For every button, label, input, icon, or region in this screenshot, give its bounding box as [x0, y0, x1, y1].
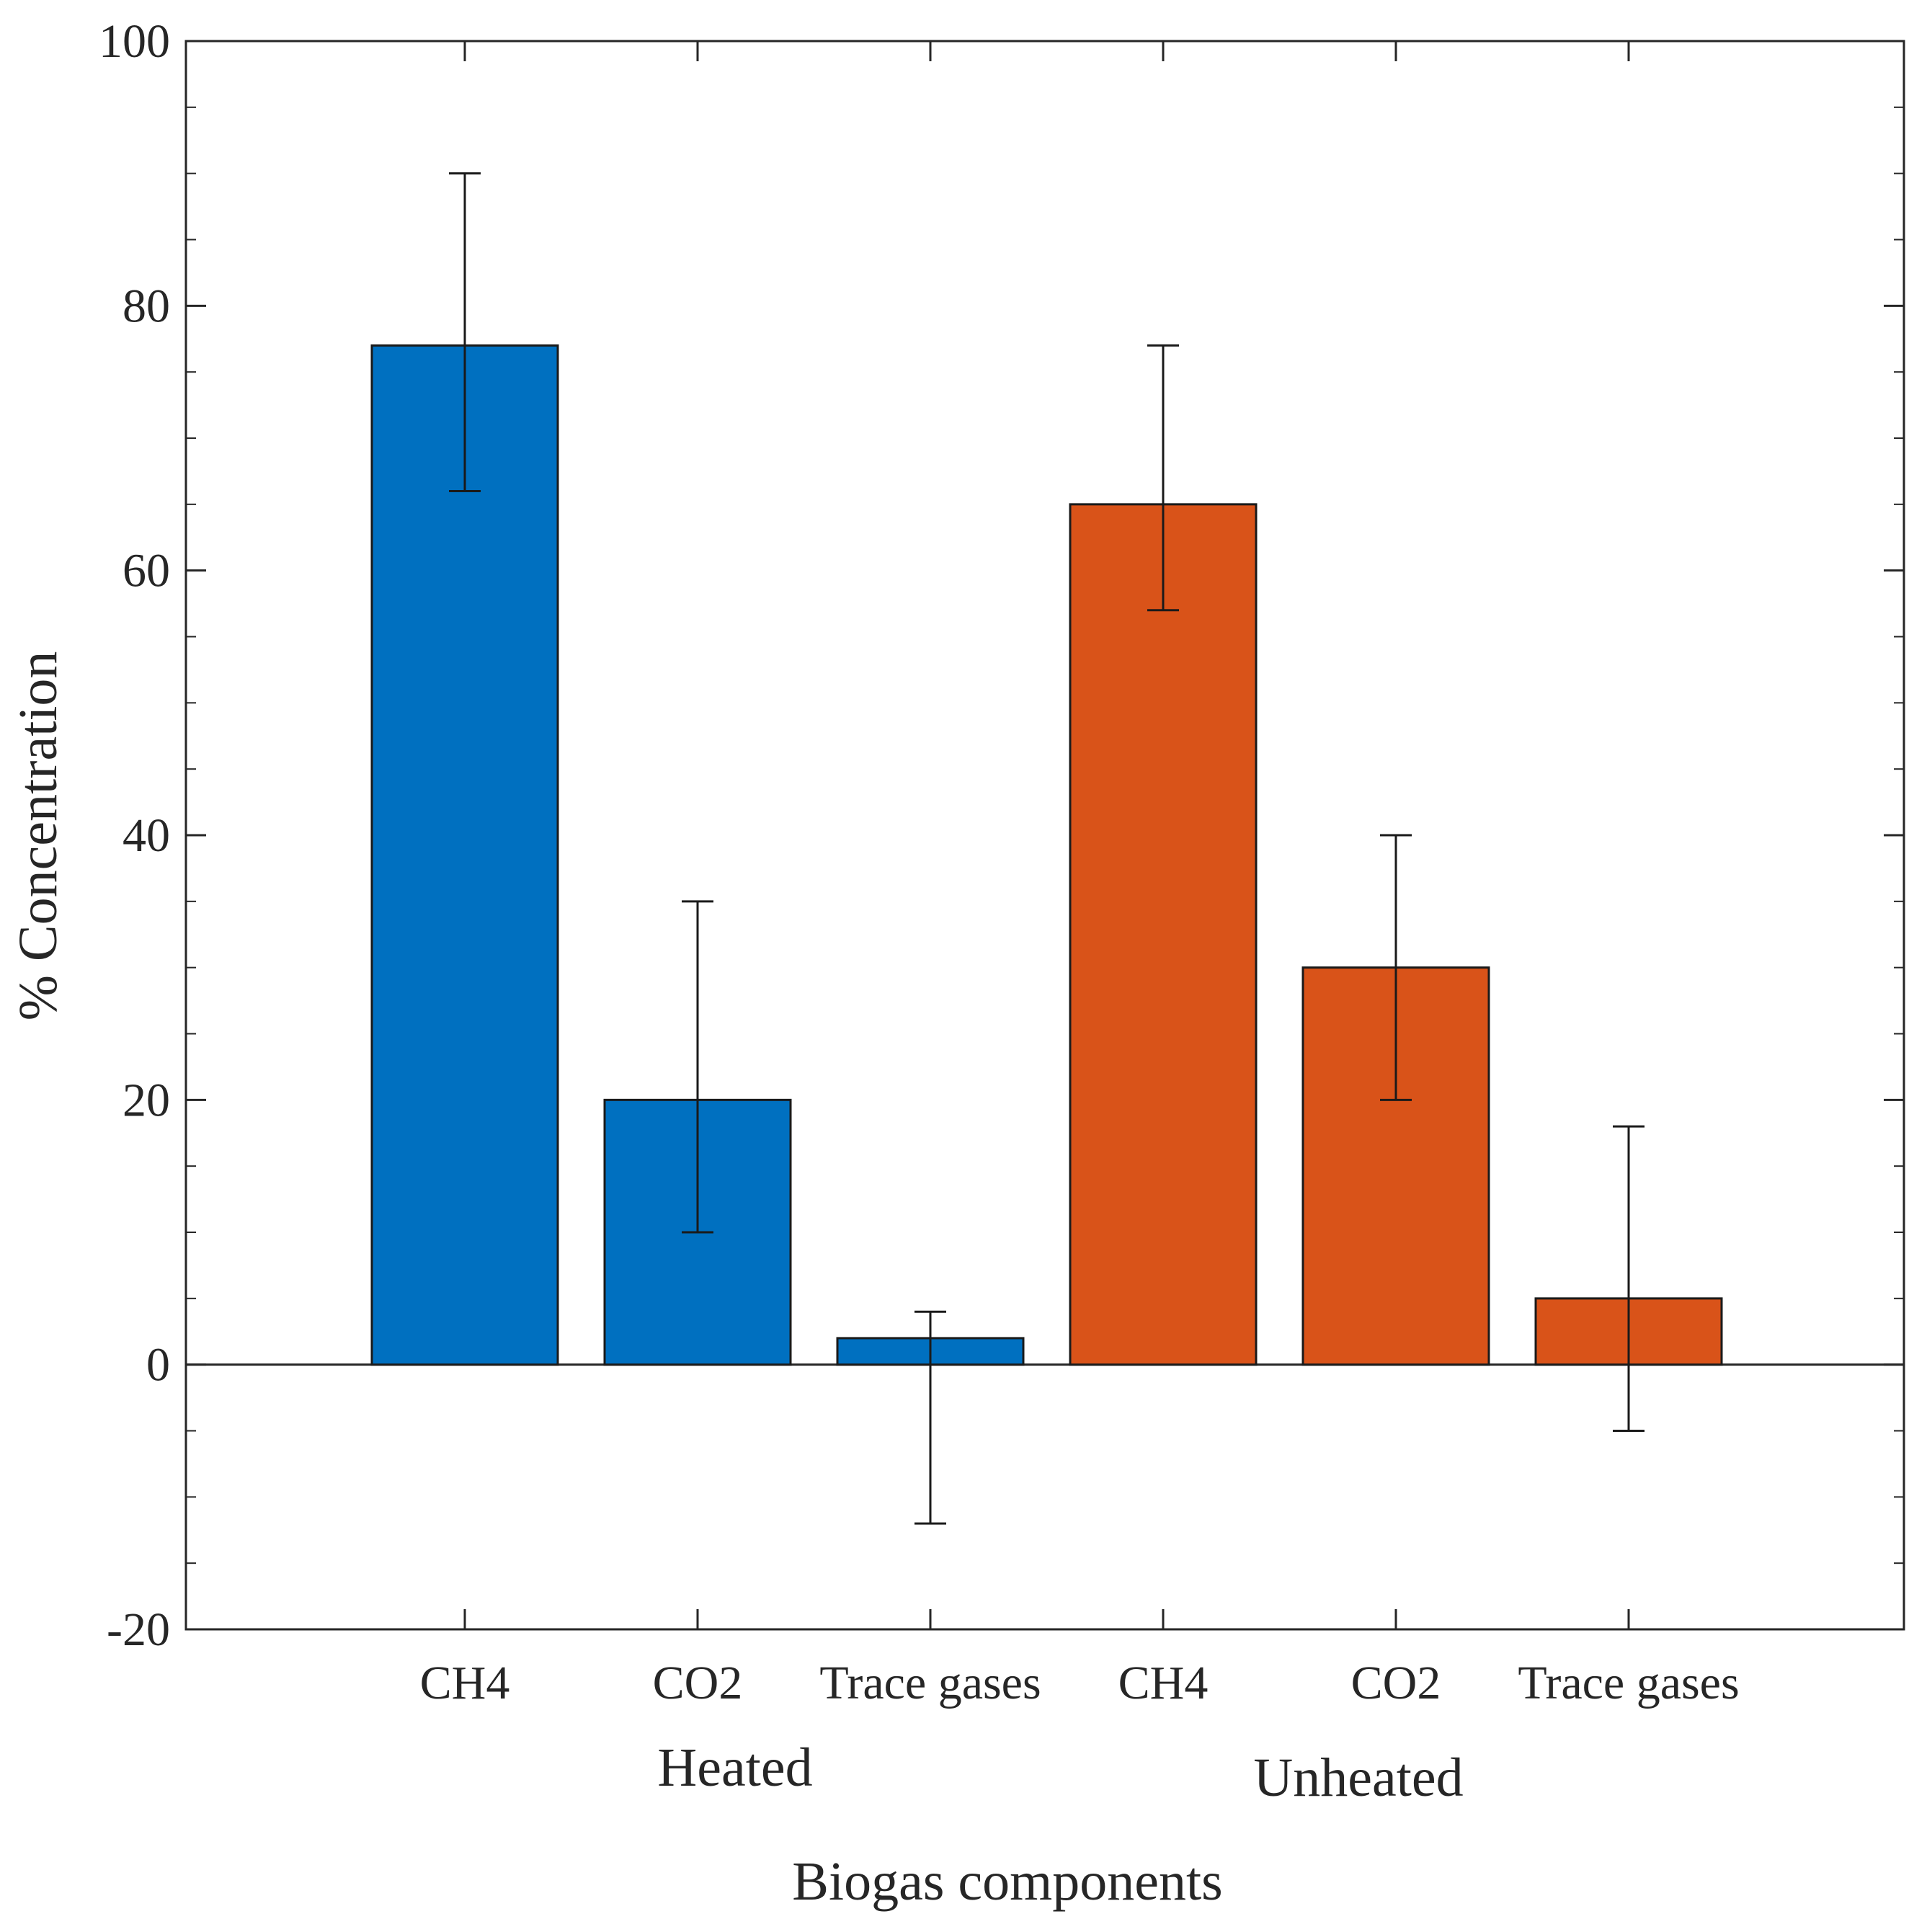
x-category-labels: CH4 CO2 Trace gases CH4 CO2 Trace gases	[420, 1657, 1740, 1709]
group-label-unheated: Unheated	[1253, 1748, 1463, 1808]
y-tick-label: 60	[123, 545, 170, 597]
error-bars	[449, 172, 1645, 1525]
major-ticks	[186, 40, 1904, 1631]
x-category-label: CO2	[653, 1657, 743, 1709]
bar-unheated-co2	[1301, 966, 1490, 1366]
bar-heated-ch4	[370, 344, 559, 1366]
x-category-label: Trace gases	[1518, 1657, 1739, 1709]
x-category-label: Trace gases	[819, 1657, 1041, 1709]
y-axis-title: % Concentration	[8, 651, 68, 1021]
bars	[370, 344, 1723, 1366]
y-tick-label: 40	[123, 809, 170, 862]
group-label-heated: Heated	[657, 1737, 812, 1798]
y-tick-label: 80	[123, 280, 170, 332]
bar-unheated-ch4	[1069, 503, 1258, 1366]
x-axis-title: Biogas components	[792, 1851, 1222, 1912]
y-tick-label: 100	[99, 15, 170, 68]
y-tick-label: 0	[146, 1339, 170, 1392]
x-category-label: CH4	[1118, 1657, 1209, 1709]
y-tick-labels: -20 0 20 40 60 80 100	[99, 15, 170, 1656]
y-tick-label: -20	[107, 1603, 170, 1656]
y-tick-label: 20	[123, 1074, 170, 1126]
x-category-label: CH4	[420, 1657, 510, 1709]
x-category-label: CO2	[1351, 1657, 1441, 1709]
